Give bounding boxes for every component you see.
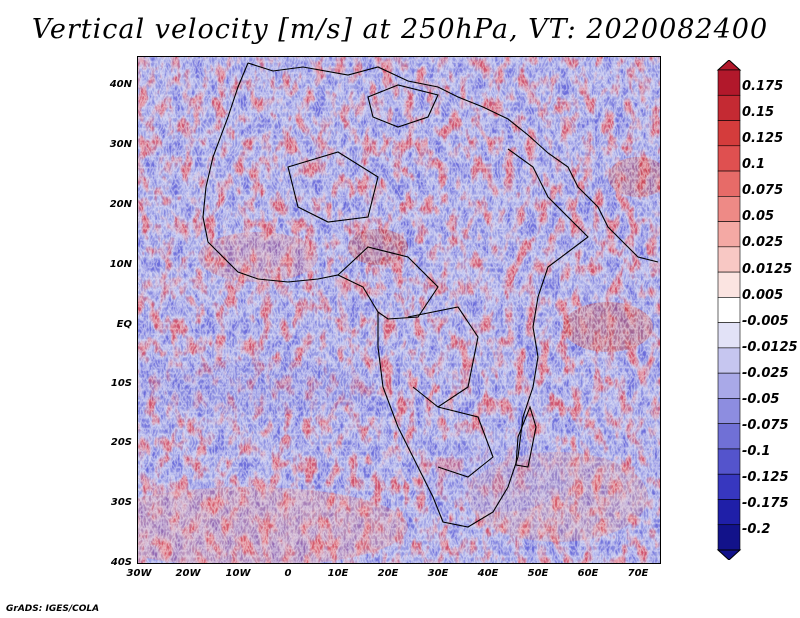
lat-label: 20S: [110, 437, 132, 448]
footer-credit: GrADS: IGES/COLA: [6, 604, 100, 614]
colorbar-segment: [717, 499, 741, 526]
colorbar-label: 0.025: [742, 235, 784, 250]
lon-label: 10E: [327, 568, 349, 579]
lat-label: 40S: [110, 557, 132, 568]
lon-label: 40E: [477, 568, 499, 579]
colorbar-segment: [717, 322, 741, 349]
lat-label: EQ: [116, 319, 132, 330]
colorbar-label: 0.125: [742, 131, 784, 146]
lon-label: 30W: [126, 568, 152, 579]
colorbar-label: -0.175: [742, 496, 789, 511]
colorbar: [716, 60, 742, 560]
colorbar-label: -0.005: [742, 314, 789, 329]
colorbar-segment: [717, 221, 741, 248]
map-title: Vertical velocity [m/s] at 250hPa, VT: 2…: [31, 14, 769, 45]
colorbar-label: -0.025: [742, 366, 789, 381]
colorbar-segment: [717, 94, 741, 121]
colorbar-segment: [717, 448, 741, 475]
colorbar-segment: [717, 372, 741, 399]
colorbar-label: -0.1: [742, 444, 771, 459]
colorbar-segment: [717, 145, 741, 172]
colorbar-label: -0.125: [742, 470, 789, 485]
lon-label: 0: [284, 568, 292, 579]
coastline: [202, 62, 659, 528]
lat-label: 40N: [109, 79, 132, 90]
colorbar-label: 0.175: [742, 79, 784, 94]
lon-label: 50E: [527, 568, 549, 579]
lon-label: 60E: [577, 568, 599, 579]
lon-label: 70E: [627, 568, 649, 579]
lat-label: 30N: [109, 139, 132, 150]
map-panel[interactable]: [137, 56, 661, 564]
colorbar-segment: [717, 120, 741, 147]
lat-label: 10S: [110, 378, 132, 389]
colorbar-label: 0.005: [742, 288, 784, 303]
colorbar-segment: [717, 170, 741, 197]
colorbar-segment: [717, 69, 741, 96]
lon-label: 20W: [175, 568, 201, 579]
colorbar-segment: [717, 196, 741, 222]
colorbar-max-arrow: [716, 60, 742, 71]
colorbar-label: -0.0125: [742, 340, 798, 355]
colorbar-label: 0.05: [742, 209, 775, 224]
lon-label: 10W: [225, 568, 251, 579]
colorbar-segment: [717, 347, 741, 374]
colorbar-segment: [717, 398, 741, 424]
colorbar-segment: [717, 246, 741, 273]
map-field: [138, 57, 660, 563]
colorbar-segment: [717, 473, 741, 500]
lon-label: 30E: [427, 568, 449, 579]
colorbar-segment: [717, 423, 741, 450]
lon-label: 20E: [377, 568, 399, 579]
lat-label: 10N: [109, 259, 132, 270]
colorbar-label: -0.2: [742, 522, 771, 537]
lat-label: 20N: [109, 199, 132, 210]
colorbar-label: 0.15: [742, 105, 775, 120]
colorbar-segment: [717, 271, 741, 298]
colorbar-label: 0.075: [742, 183, 784, 198]
colorbar-segment: [717, 524, 741, 551]
colorbar-label: -0.075: [742, 418, 789, 433]
colorbar-segment: [717, 297, 741, 323]
colorbar-label: 0.0125: [742, 262, 793, 277]
colorbar-label: 0.1: [742, 157, 766, 172]
lat-label: 30S: [110, 497, 132, 508]
colorbar-label: -0.05: [742, 392, 780, 407]
colorbar-min-arrow: [716, 549, 742, 560]
